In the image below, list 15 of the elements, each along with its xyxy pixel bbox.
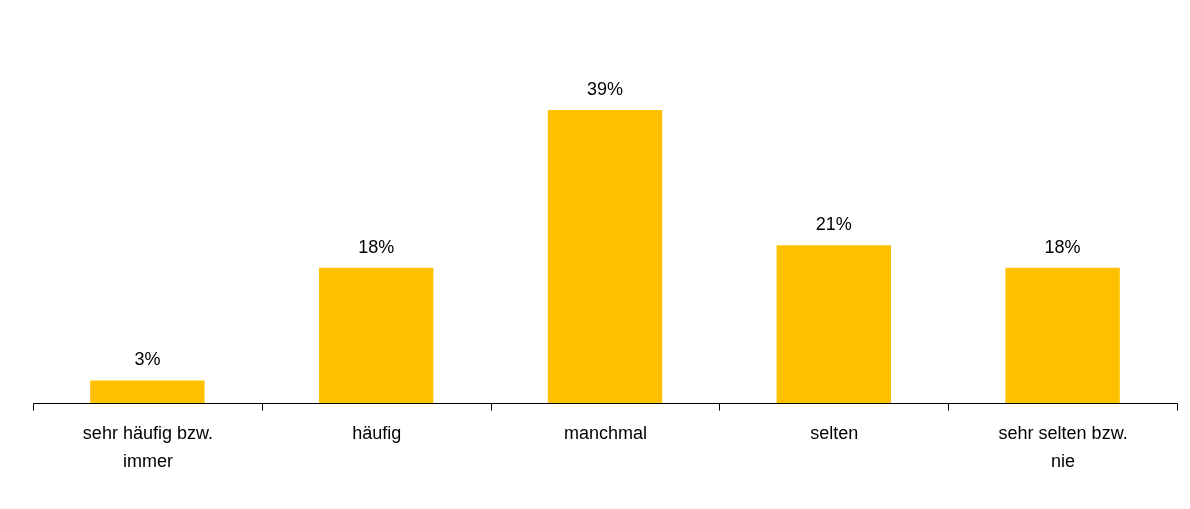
data-label: 21% bbox=[815, 214, 852, 235]
bar bbox=[90, 380, 205, 403]
bar bbox=[547, 110, 663, 403]
x-tick-label: häufig bbox=[352, 422, 402, 443]
data-label: 18% bbox=[1044, 236, 1081, 257]
bar bbox=[319, 267, 434, 403]
data-label: 3% bbox=[134, 349, 161, 370]
x-tick-label: selten bbox=[810, 422, 859, 443]
bar bbox=[1005, 267, 1120, 403]
data-label: 18% bbox=[358, 236, 395, 257]
bar bbox=[776, 245, 891, 403]
data-label: 39% bbox=[586, 79, 624, 100]
x-tick-label: manchmal bbox=[563, 422, 648, 443]
x-tick-label: sehr häufig bzw. immer bbox=[82, 422, 213, 471]
x-tick-label: sehr selten bzw. nie bbox=[998, 422, 1128, 471]
